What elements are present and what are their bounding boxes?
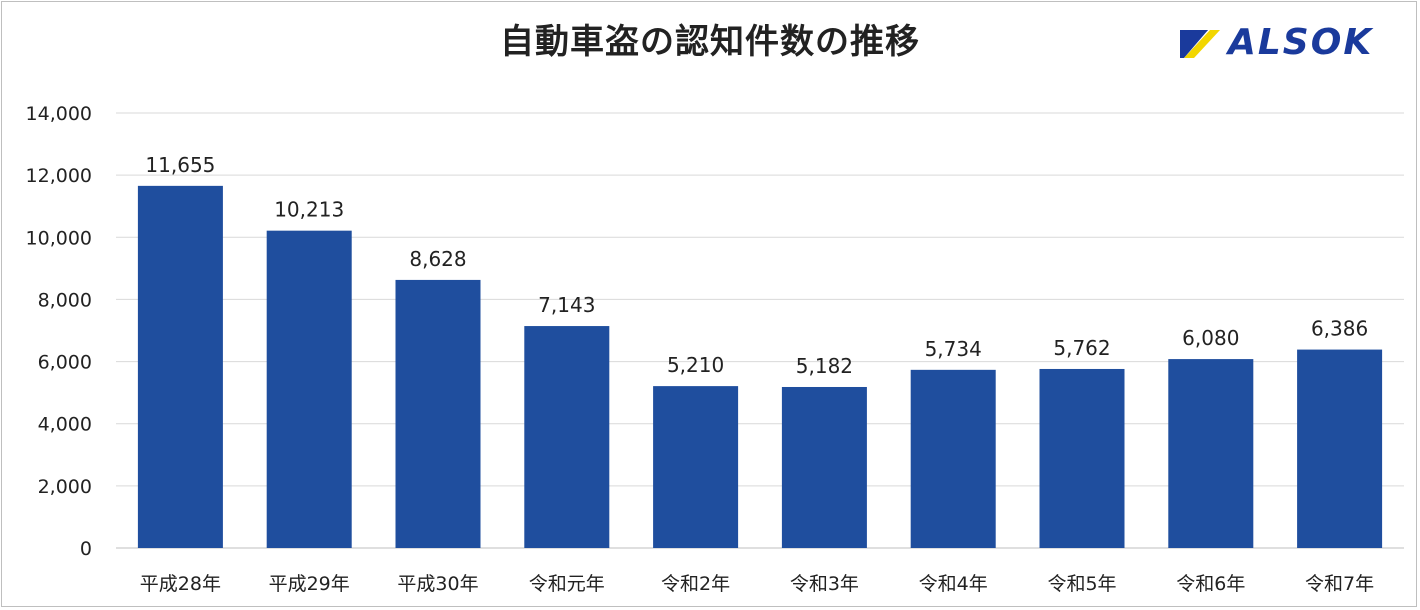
data-label: 6,080 — [1182, 326, 1239, 350]
chart-title: 自動車盗の認知件数の推移 — [500, 22, 920, 62]
logo-mark-navy-tri — [1180, 30, 1208, 58]
bar — [524, 326, 610, 548]
data-label: 8,628 — [409, 247, 466, 271]
logo-mark-yellow — [1184, 30, 1220, 58]
bar — [1168, 359, 1254, 548]
data-label: 7,143 — [538, 293, 595, 317]
x-tick-label: 令和7年 — [1305, 573, 1374, 595]
y-tick-label: 4,000 — [38, 414, 92, 436]
bar — [1297, 349, 1383, 548]
logo-mark-icon — [1180, 30, 1220, 58]
x-tick-label: 令和4年 — [919, 573, 988, 595]
x-tick-label: 令和元年 — [529, 573, 605, 595]
bar — [781, 386, 867, 548]
y-tick-label: 12,000 — [26, 165, 92, 187]
y-tick-label: 6,000 — [38, 352, 92, 374]
bar — [266, 230, 352, 549]
alsok-logo: ALSOK — [1180, 22, 1392, 63]
logo-text: ALSOK — [1228, 22, 1374, 63]
data-label: 5,182 — [796, 354, 853, 378]
y-tick-label: 8,000 — [38, 289, 92, 311]
bars — [137, 185, 1383, 549]
bar — [1039, 368, 1125, 548]
bar — [137, 185, 223, 549]
x-tick-label: 令和3年 — [790, 573, 859, 595]
data-label: 5,762 — [1053, 336, 1110, 360]
x-tick-label: 平成28年 — [140, 573, 221, 595]
y-axis-ticks: 0 2,000 4,000 6,000 8,000 10,000 12,000 14,000 — [26, 103, 92, 560]
x-tick-label: 令和2年 — [661, 573, 730, 595]
data-label: 5,734 — [925, 337, 982, 361]
x-axis-categories: 平成28年 平成29年 平成30年 令和元年 令和2年 令和3年 令和4年 令和5年 令和6年 令… — [140, 573, 1374, 595]
x-tick-label: 平成30年 — [397, 573, 478, 595]
bar — [910, 369, 996, 548]
data-label: 6,386 — [1311, 317, 1368, 341]
y-tick-label: 2,000 — [38, 476, 92, 498]
x-tick-label: 平成29年 — [269, 573, 350, 595]
x-tick-label: 令和5年 — [1047, 573, 1116, 595]
x-tick-label: 令和6年 — [1176, 573, 1245, 595]
bar — [653, 386, 739, 548]
data-label: 11,655 — [145, 153, 215, 177]
y-tick-label: 0 — [80, 538, 92, 560]
bar — [395, 279, 481, 548]
y-tick-label: 14,000 — [26, 103, 92, 125]
data-label: 5,210 — [667, 353, 724, 377]
data-labels: 11,655 10,213 8,628 7,143 5,210 5,182 5,734 5,7… — [145, 153, 1368, 378]
y-tick-label: 10,000 — [26, 227, 92, 249]
data-label: 10,213 — [274, 198, 344, 222]
